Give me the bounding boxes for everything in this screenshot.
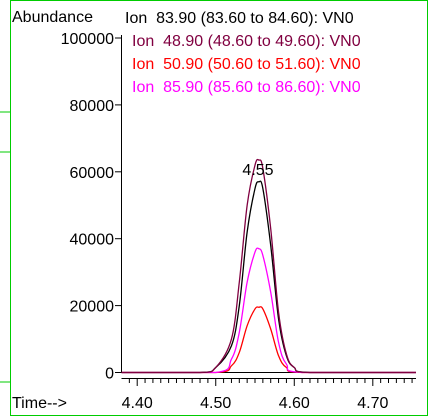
y-tick-label: 20000	[70, 299, 115, 316]
chart-frame	[10, 0, 428, 416]
legend-item-3: Ion 50.90 (50.60 to 51.60): VN0	[132, 56, 361, 73]
series-line-4	[121, 247, 416, 374]
series-line-3	[121, 306, 416, 374]
series-line-2	[121, 158, 416, 374]
y-tick-group: 0 20000 40000 60000 80000 100000	[61, 31, 122, 383]
x-tick-label: 4.60	[279, 395, 310, 412]
x-tick-label: 4.70	[357, 395, 388, 412]
series-group	[121, 158, 416, 374]
y-tick-label: 80000	[70, 98, 115, 115]
legend-item-2: Ion 48.90 (48.60 to 49.60): VN0	[132, 33, 361, 50]
y-tick-label: 0	[105, 366, 114, 383]
y-tick-label: 60000	[70, 165, 115, 182]
y-axis-label: Abundance	[12, 9, 93, 26]
x-axis-label: Time-->	[12, 395, 67, 412]
x-tick-group: 4.40 4.50 4.60 4.70	[122, 378, 413, 412]
x-tick-label: 4.50	[200, 395, 231, 412]
legend-item-1: Ion 83.90 (83.60 to 84.60): VN0	[125, 10, 354, 27]
legend: Ion 83.90 (83.60 to 84.60): VN0 Ion 48.9…	[125, 10, 361, 96]
legend-item-4: Ion 85.90 (85.60 to 86.60): VN0	[132, 79, 361, 96]
x-tick-label: 4.40	[122, 395, 153, 412]
peak-label: 4.55	[242, 162, 273, 179]
y-tick-label: 40000	[70, 232, 115, 249]
y-tick-label: 100000	[61, 31, 114, 48]
